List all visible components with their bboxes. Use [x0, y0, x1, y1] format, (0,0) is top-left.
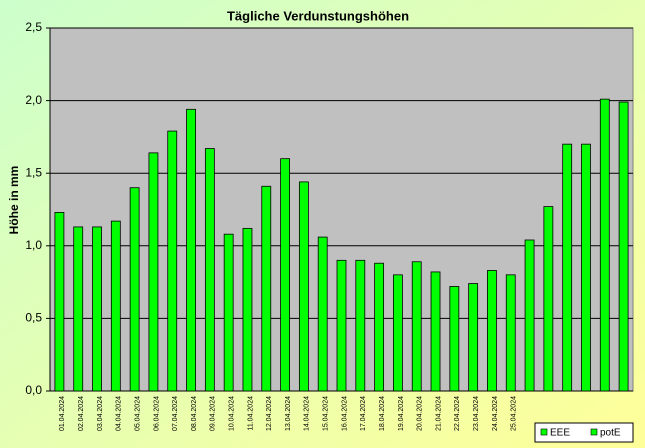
bar: [110, 220, 121, 392]
y-axis-label: Höhe in mm: [7, 166, 21, 235]
bar: [261, 185, 272, 392]
bar: [374, 262, 385, 392]
y-tick-label: 1,5: [25, 165, 42, 179]
bar: [524, 239, 535, 392]
x-tick-label: 11.04.2024: [247, 396, 254, 431]
x-tick-label: 07.04.2024: [172, 396, 179, 431]
x-tick-label: 14.04.2024: [304, 396, 311, 431]
x-tick-label: 09.04.2024: [210, 396, 217, 431]
bar: [487, 270, 497, 392]
bar: [223, 233, 234, 392]
x-tick-label: 06.04.2024: [153, 396, 160, 431]
y-tick-label: 1,0: [25, 238, 42, 252]
legend-swatch: [590, 428, 598, 436]
x-tick-label: 16.04.2024: [341, 396, 348, 431]
x-tick-label: 19.04.2024: [398, 396, 405, 431]
bar: [355, 259, 366, 392]
y-tick-label: 2,0: [25, 93, 42, 107]
x-tick-label: 17.04.2024: [360, 396, 367, 431]
bar: [581, 143, 591, 392]
x-tick-label: 04.04.2024: [116, 396, 123, 431]
x-tick-label: 25.04.2024: [511, 396, 518, 431]
bar: [562, 143, 573, 392]
bar: [148, 152, 159, 392]
bar: [449, 286, 460, 392]
bar: [167, 130, 178, 392]
y-tick-label: 0,0: [25, 383, 42, 397]
bar: [73, 226, 84, 392]
legend-swatch: [540, 428, 548, 436]
bar: [317, 236, 328, 392]
bar: [242, 227, 253, 392]
bar: [129, 187, 140, 392]
bar: [204, 148, 215, 392]
x-tick-label: 03.04.2024: [97, 396, 104, 431]
x-tick-label: 05.04.2024: [134, 396, 141, 431]
y-tick-label: 0,5: [25, 311, 42, 325]
bar: [336, 259, 347, 392]
x-tick-label: 21.04.2024: [435, 396, 442, 431]
x-tick-label: 08.04.2024: [191, 396, 198, 431]
x-tick-label: 15.04.2024: [323, 396, 330, 431]
bar: [599, 98, 610, 392]
legend-box: [534, 422, 634, 443]
x-tick-label: 18.04.2024: [379, 396, 386, 431]
bar: [393, 274, 403, 392]
x-tick-label: 20.04.2024: [417, 396, 424, 431]
legend-label: EEE: [550, 428, 570, 439]
bar: [298, 181, 309, 392]
x-tick-label: 10.04.2024: [229, 396, 236, 431]
bar: [280, 158, 290, 392]
x-tick-label: 02.04.2024: [78, 396, 85, 431]
y-tick-label: 2,5: [25, 20, 42, 34]
chart-title: Tägliche Verdunstungshöhen: [227, 8, 409, 23]
x-tick-label: 12.04.2024: [266, 396, 273, 431]
bar: [54, 212, 65, 392]
legend-label: potE: [600, 428, 621, 439]
x-tick-label: 01.04.2024: [59, 396, 66, 431]
bar: [618, 101, 629, 392]
bar: [505, 274, 516, 392]
bar: [411, 261, 422, 392]
x-tick-label: 24.04.2024: [492, 396, 499, 431]
x-tick-label: 13.04.2024: [285, 396, 292, 431]
bar: [468, 283, 479, 392]
bar: [430, 271, 441, 392]
x-tick-label: 22.04.2024: [454, 396, 461, 431]
x-tick-label: 23.04.2024: [473, 396, 480, 431]
bar: [186, 108, 196, 392]
bar: [543, 206, 554, 392]
bar: [92, 226, 102, 392]
